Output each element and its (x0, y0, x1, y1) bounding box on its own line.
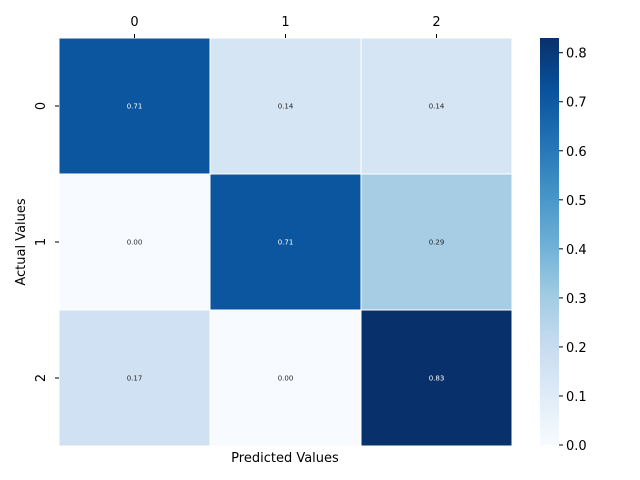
heatmap-cell-r0-c0 (58, 37, 211, 175)
x-tick-label-0: 0 (130, 15, 138, 30)
heatmap-cell-r1-c1 (209, 173, 362, 311)
colorbar-ticks: 0.0 0.1 0.2 0.3 0.4 0.5 0.6 0.7 0.8 (559, 47, 587, 454)
x-axis-label: Predicted Values (231, 451, 339, 466)
cell-value-label-r0-c1: 0.14 (278, 103, 294, 111)
colorbar-tick-label-8: 0.8 (566, 47, 587, 62)
heatmap-cell-r1-c0 (58, 173, 211, 311)
x-tick-label-1: 1 (281, 15, 289, 30)
cell-value-label-r2-c1: 0.00 (278, 375, 294, 383)
cell-value-label-r2-c0: 0.17 (127, 375, 143, 383)
heatmap-cell-r0-c1 (209, 37, 362, 175)
x-axis-ticks: 0 1 2 (130, 15, 441, 38)
x-tick-label-2: 2 (432, 15, 440, 30)
heatmap-cell-r2-c2 (360, 309, 513, 447)
cell-value-label-r1-c0: 0.00 (127, 239, 143, 247)
y-tick-label-0: 0 (34, 102, 49, 110)
colorbar-tick-label-4: 0.4 (566, 243, 587, 258)
colorbar-tick-label-5: 0.5 (566, 194, 587, 209)
heatmap-cell-r2-c1 (209, 309, 362, 447)
y-tick-label-1: 1 (34, 238, 49, 246)
heatmap-cell-r2-c0 (58, 309, 211, 447)
y-axis-label: Actual Values (14, 198, 29, 286)
heatmap-cell-r1-c2 (360, 173, 513, 311)
heatmap-cells (58, 37, 513, 447)
colorbar-tick-label-2: 0.2 (566, 341, 587, 356)
colorbar-tick-label-6: 0.6 (566, 145, 587, 160)
heatmap-cell-labels: 0.71 0.14 0.14 0.00 0.71 0.29 0.17 0.00 0.83 (127, 103, 445, 383)
cell-value-label-r1-c2: 0.29 (429, 239, 445, 247)
cell-value-label-r2-c2: 0.83 (429, 375, 445, 383)
colorbar-tick-label-0: 0.0 (566, 439, 587, 454)
y-tick-label-2: 2 (34, 374, 49, 382)
colorbar-tick-label-3: 0.3 (566, 292, 587, 307)
colorbar-tick-label-7: 0.7 (566, 96, 587, 111)
cell-value-label-r1-c1: 0.71 (278, 239, 294, 247)
cell-value-label-r0-c2: 0.14 (429, 103, 445, 111)
colorbar (540, 38, 559, 445)
cell-value-label-r0-c0: 0.71 (127, 103, 143, 111)
colorbar-tick-label-1: 0.1 (566, 390, 587, 405)
y-axis-ticks: 0 1 2 (34, 102, 59, 382)
